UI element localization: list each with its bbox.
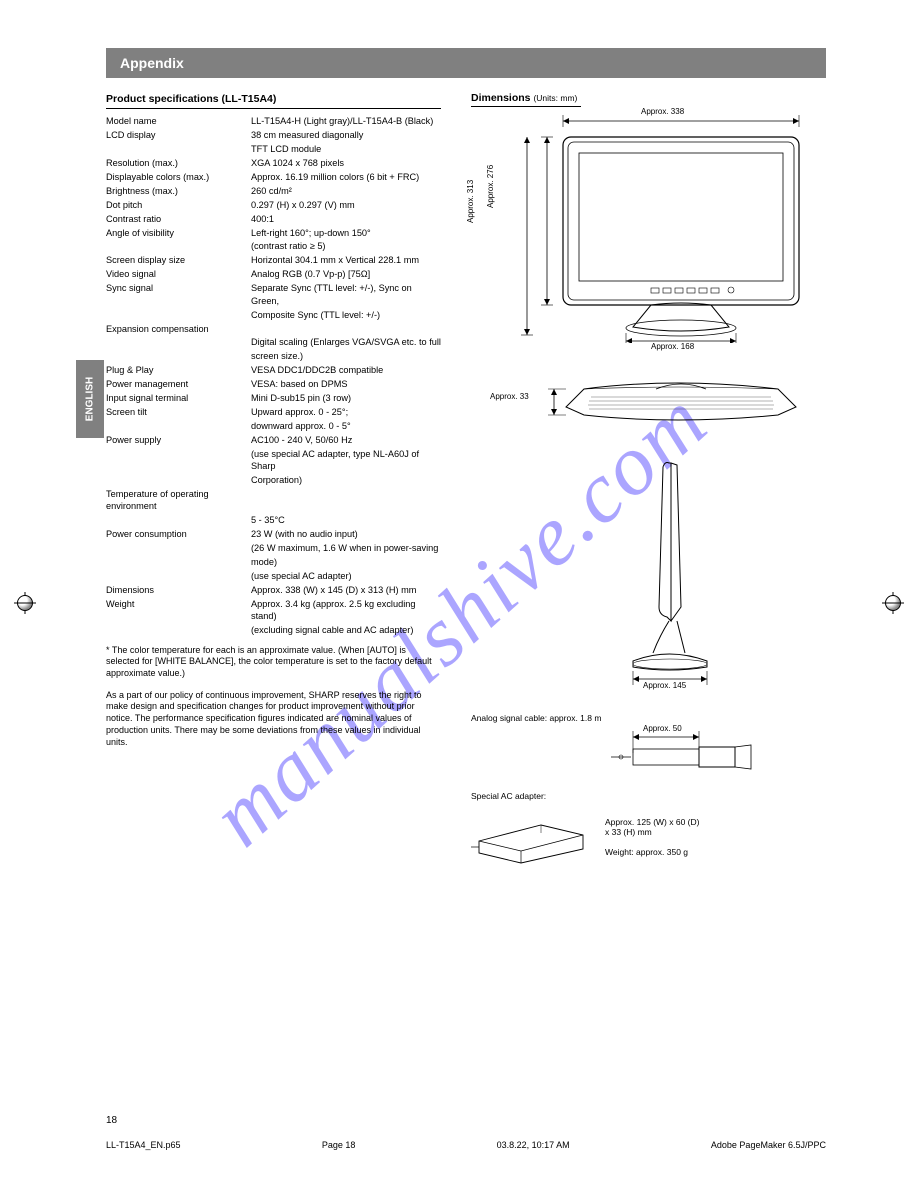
dimensions-heading: Dimensions (Units: mm) bbox=[471, 92, 581, 107]
spec-row: Screen tiltUpward approx. 0 - 25°; bbox=[106, 406, 441, 418]
spec-row: (use special AC adapter, type NL-A60J of… bbox=[106, 448, 441, 473]
spec-row: WeightApprox. 3.4 kg (approx. 2.5 kg exc… bbox=[106, 598, 441, 623]
adapter-dims-text: Approx. 125 (W) x 60 (D) x 33 (H) mm Wei… bbox=[605, 807, 699, 867]
spec-row: Digital scaling (Enlarges VGA/SVGA etc. … bbox=[106, 336, 441, 348]
ac-adapter-diagram bbox=[471, 805, 591, 868]
spec-row: downward approx. 0 - 5° bbox=[106, 420, 441, 432]
footnote: * The color temperature for each is an a… bbox=[106, 645, 441, 680]
dim-front-height-panel: Approx. 276 bbox=[487, 165, 496, 208]
dim-front-width: Approx. 338 bbox=[641, 108, 684, 117]
monitor-front-diagram: Approx. 338 Approx. 276 Approx. 313 Appr… bbox=[501, 113, 826, 343]
dim-front-base: Approx. 168 bbox=[651, 343, 694, 352]
page-number: 18 bbox=[106, 1115, 117, 1126]
spec-row: Expansion compensation bbox=[106, 323, 441, 335]
footer-page: Page 18 bbox=[322, 1140, 356, 1150]
spec-row: LCD display38 cm measured diagonally bbox=[106, 129, 441, 141]
footer: LL-T15A4_EN.p65 Page 18 03.8.22, 10:17 A… bbox=[106, 1140, 826, 1150]
spec-row: 5 - 35°C bbox=[106, 514, 441, 526]
specs-column: Product specifications (LL-T15A4) Model … bbox=[106, 92, 441, 912]
spec-row: (excluding signal cable and AC adapter) bbox=[106, 624, 441, 636]
spec-row: TFT LCD module bbox=[106, 143, 441, 155]
dim-top-height: Approx. 33 bbox=[490, 393, 529, 402]
dim-front-height-total: Approx. 313 bbox=[467, 180, 476, 223]
adapter-spec: Special AC adapter: bbox=[471, 791, 826, 801]
monitor-top-diagram: Approx. 33 bbox=[526, 367, 826, 437]
monitor-side-diagram: Approx. 145 bbox=[611, 457, 826, 687]
spec-row: Temperature of operating environment bbox=[106, 488, 441, 513]
spec-row: Brightness (max.)260 cd/m² bbox=[106, 185, 441, 197]
spec-row: mode) bbox=[106, 556, 441, 568]
section-title: Appendix bbox=[106, 48, 826, 78]
spec-row: Power consumption23 W (with no audio inp… bbox=[106, 528, 441, 540]
specs-table: Model nameLL-T15A4-H (Light gray)/LL-T15… bbox=[106, 115, 441, 637]
spec-row: Sync signalSeparate Sync (TTL level: +/-… bbox=[106, 282, 441, 307]
spec-row: Resolution (max.)XGA 1024 x 768 pixels bbox=[106, 157, 441, 169]
cable-connector-diagram: Approx. 50 bbox=[611, 727, 826, 777]
spec-row: Input signal terminalMini D-sub15 pin (3… bbox=[106, 392, 441, 404]
spec-row: Screen display sizeHorizontal 304.1 mm x… bbox=[106, 254, 441, 266]
spec-row: DimensionsApprox. 338 (W) x 145 (D) x 31… bbox=[106, 584, 441, 596]
spec-row: Angle of visibilityLeft-right 160°; up-d… bbox=[106, 227, 441, 239]
spec-row: Displayable colors (max.)Approx. 16.19 m… bbox=[106, 171, 441, 183]
footer-filename: LL-T15A4_EN.p65 bbox=[106, 1140, 181, 1150]
spec-row: screen size.) bbox=[106, 350, 441, 362]
spec-row: Composite Sync (TTL level: +/-) bbox=[106, 309, 441, 321]
spec-row: Contrast ratio400:1 bbox=[106, 213, 441, 225]
dim-connector-width: Approx. 50 bbox=[643, 725, 682, 734]
spec-row: Video signalAnalog RGB (0.7 Vp-p) [75Ω] bbox=[106, 268, 441, 280]
spec-row: Dot pitch0.297 (H) x 0.297 (V) mm bbox=[106, 199, 441, 211]
disclaimer: As a part of our policy of continuous im… bbox=[106, 690, 441, 748]
spec-row: Power supplyAC100 - 240 V, 50/60 Hz bbox=[106, 434, 441, 446]
spec-row: (contrast ratio ≥ 5) bbox=[106, 240, 441, 252]
spec-row: Power managementVESA: based on DPMS bbox=[106, 378, 441, 390]
spec-row: (use special AC adapter) bbox=[106, 570, 441, 582]
specs-heading: Product specifications (LL-T15A4) bbox=[106, 92, 441, 109]
spec-row: Corporation) bbox=[106, 474, 441, 486]
dimensions-column: Dimensions (Units: mm) bbox=[471, 92, 826, 912]
spec-row: Model nameLL-T15A4-H (Light gray)/LL-T15… bbox=[106, 115, 441, 127]
spec-row: (26 W maximum, 1.6 W when in power-savin… bbox=[106, 542, 441, 554]
footer-app: Adobe PageMaker 6.5J/PPC bbox=[711, 1140, 826, 1150]
dim-side-depth: Approx. 145 bbox=[643, 682, 686, 691]
spec-row: Plug & PlayVESA DDC1/DDC2B compatible bbox=[106, 364, 441, 376]
footer-datetime: 03.8.22, 10:17 AM bbox=[497, 1140, 570, 1150]
cable-spec: Analog signal cable: approx. 1.8 m bbox=[471, 713, 826, 723]
